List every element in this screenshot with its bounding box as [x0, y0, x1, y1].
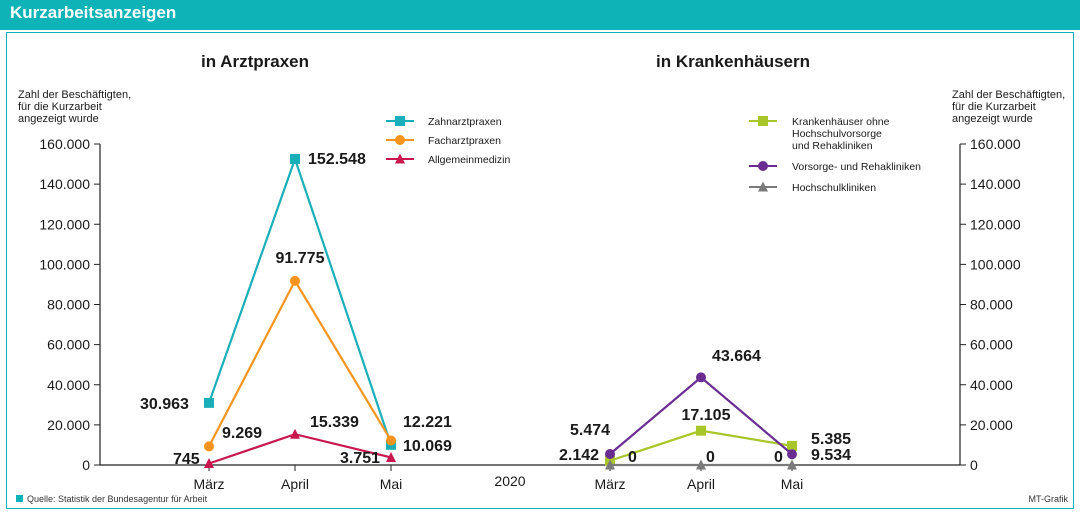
legend-label: und Rehakliniken — [792, 140, 873, 152]
legend-marker — [758, 116, 768, 126]
data-point — [204, 397, 214, 408]
data-label: 0 — [774, 449, 783, 466]
series-line — [207, 155, 393, 446]
legend-marker — [758, 161, 768, 171]
y-tick-label-right: 100.000 — [970, 256, 1021, 272]
y-tick-label-left: 120.000 — [39, 216, 90, 232]
data-label: 15.339 — [310, 414, 359, 431]
source-text: Quelle: Statistik der Bundesagentur für … — [27, 494, 208, 504]
data-label: 43.664 — [712, 348, 761, 365]
data-label: 0 — [628, 449, 637, 466]
chart-frame — [6, 32, 1074, 509]
data-point — [605, 459, 615, 470]
x-tick-label: März — [193, 476, 224, 492]
y-tick-label-right: 160.000 — [970, 136, 1021, 152]
data-point — [696, 459, 706, 470]
y-tick-label-right: 120.000 — [970, 216, 1021, 232]
y-tick-label-left: 140.000 — [39, 176, 90, 192]
data-point — [696, 372, 706, 383]
data-label: 12.221 — [403, 414, 452, 431]
y-axis-title-left: Zahl der Beschäftigten, — [18, 89, 131, 101]
data-label: 9.534 — [811, 447, 851, 464]
data-point — [787, 449, 797, 460]
chart-title: in Arztpraxen — [201, 52, 309, 71]
y-tick-label-right: 0 — [970, 457, 978, 473]
x-tick-label: Mai — [380, 476, 403, 492]
data-label: 5.385 — [811, 431, 851, 448]
y-axis-title-right: für die Kurzarbeit — [952, 101, 1036, 113]
legend-label: Hochschulkliniken — [792, 182, 876, 194]
y-tick-label-left: 80.000 — [47, 297, 90, 313]
credit-text: MT-Grafik — [1028, 494, 1069, 504]
x-tick-label: April — [281, 476, 309, 492]
legend-label: Facharztpraxen — [428, 135, 501, 147]
data-point — [386, 435, 396, 446]
legend-label: Zahnarztpraxen — [428, 116, 502, 128]
data-label: 17.105 — [682, 407, 731, 424]
data-point — [605, 449, 615, 460]
y-tick-label-right: 140.000 — [970, 176, 1021, 192]
x-tick-label: März — [594, 476, 625, 492]
page-title: Kurzarbeitsanzeigen — [10, 3, 177, 22]
data-label: 2.142 — [559, 447, 599, 464]
legend-label: Hochschulvorsorge — [792, 128, 882, 140]
legend-label: Vorsorge- und Rehakliniken — [792, 161, 921, 173]
y-tick-label-right: 40.000 — [970, 377, 1013, 393]
data-point — [386, 451, 396, 462]
y-tick-label-right: 80.000 — [970, 297, 1013, 313]
y-tick-label-right: 20.000 — [970, 417, 1013, 433]
header-bar: Kurzarbeitsanzeigen — [0, 0, 1080, 30]
source-note: Quelle: Statistik der Bundesagentur für … — [16, 494, 207, 504]
x-axis-year-label: 2020 — [494, 473, 525, 489]
y-axis-title-left: für die Kurzarbeit — [18, 101, 102, 113]
y-tick-label-left: 100.000 — [39, 256, 90, 272]
y-tick-label-left: 40.000 — [47, 377, 90, 393]
data-label: 30.963 — [140, 396, 189, 413]
x-tick-label: April — [687, 476, 715, 492]
data-label: 0 — [706, 449, 715, 466]
data-label: 10.069 — [403, 438, 452, 455]
x-tick-label: Mai — [781, 476, 804, 492]
data-label: 9.269 — [222, 425, 262, 442]
legend-marker — [395, 135, 405, 145]
y-axis-title-right: angezeigt wurde — [952, 113, 1033, 125]
chart-title: in Krankenhäusern — [656, 52, 810, 71]
data-point — [204, 458, 214, 469]
data-point — [290, 153, 300, 164]
data-label: 745 — [173, 451, 200, 468]
legend-label: Krankenhäuser ohne — [792, 116, 890, 128]
y-tick-label-left: 0 — [82, 457, 90, 473]
y-axis-title-right: Zahl der Beschäftigten, — [952, 89, 1065, 101]
y-axis-title-left: angezeigt wurde — [18, 113, 99, 125]
data-point — [696, 425, 706, 436]
data-label: 91.775 — [276, 250, 325, 267]
legend-label: Allgemeinmedizin — [428, 154, 510, 166]
data-label: 152.548 — [308, 151, 366, 168]
legend-marker — [758, 181, 768, 192]
data-point — [204, 441, 214, 452]
data-point — [290, 428, 300, 439]
y-tick-label-left: 160.000 — [39, 136, 90, 152]
data-point — [787, 459, 797, 470]
data-point — [787, 440, 797, 451]
y-tick-label-left: 20.000 — [47, 417, 90, 433]
source-square-icon — [16, 495, 23, 502]
legend-marker — [395, 116, 405, 126]
y-tick-label-right: 60.000 — [970, 337, 1013, 353]
y-tick-label-left: 60.000 — [47, 337, 90, 353]
legend-marker — [395, 153, 405, 164]
data-label: 5.474 — [570, 422, 610, 439]
data-label: 3.751 — [340, 450, 380, 467]
data-point — [290, 275, 300, 286]
